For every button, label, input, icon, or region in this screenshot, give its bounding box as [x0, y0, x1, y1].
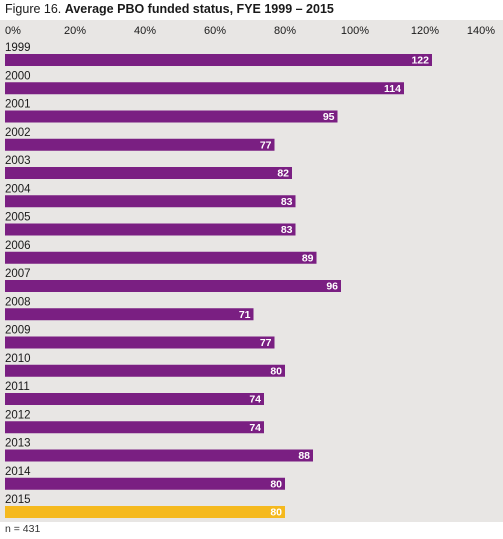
year-label: 2014 — [5, 466, 31, 478]
bar — [5, 336, 275, 349]
x-tick-label: 120% — [411, 25, 439, 37]
data-label: 114 — [384, 83, 401, 95]
chart-title: Figure 16. Average PBO funded status, FY… — [5, 2, 334, 16]
data-label: 80 — [270, 478, 282, 490]
year-label: 2012 — [5, 409, 31, 421]
data-label: 77 — [260, 139, 272, 151]
data-label: 77 — [260, 337, 272, 349]
year-label: 2015 — [5, 494, 31, 506]
year-label: 2007 — [5, 268, 31, 280]
year-label: 1999 — [5, 42, 31, 54]
bar — [5, 477, 285, 490]
figure-number: Figure 16. — [5, 2, 62, 16]
data-label: 80 — [270, 365, 282, 377]
year-label: 2001 — [5, 99, 31, 111]
data-label: 96 — [326, 281, 338, 293]
bar — [5, 421, 264, 434]
x-tick-label: 100% — [341, 25, 369, 37]
bar — [5, 223, 296, 236]
year-label: 2008 — [5, 296, 31, 308]
x-tick-label: 0% — [5, 25, 21, 37]
year-label: 2011 — [5, 381, 30, 393]
bar — [5, 364, 285, 377]
data-label: 71 — [239, 309, 251, 321]
bar — [5, 110, 338, 123]
data-label: 88 — [298, 450, 310, 462]
data-label: 82 — [277, 168, 289, 180]
x-tick-label: 20% — [64, 25, 86, 37]
year-label: 2013 — [5, 438, 31, 450]
data-label: 122 — [411, 55, 429, 67]
chart-background — [0, 20, 503, 522]
data-label: 80 — [270, 507, 282, 519]
bar — [5, 449, 313, 462]
year-label: 2000 — [5, 70, 31, 82]
data-label: 83 — [281, 224, 293, 236]
year-label: 2010 — [5, 353, 31, 365]
bar — [5, 251, 317, 264]
year-label: 2004 — [5, 183, 31, 195]
data-label: 95 — [323, 111, 335, 123]
bar — [5, 393, 264, 405]
data-label: 89 — [302, 252, 314, 264]
bar-chart: 0% 20% 40% 60% 80% 100% 120% 140% 1999 122 2000 114… — [5, 25, 495, 519]
x-tick-label: 60% — [204, 25, 226, 37]
bar — [5, 138, 275, 151]
year-label: 2003 — [5, 155, 31, 167]
bar — [5, 82, 404, 95]
x-tick-label: 40% — [134, 25, 156, 37]
highlighted-bar — [5, 506, 285, 518]
year-label: 2002 — [5, 127, 31, 139]
data-label: 74 — [249, 394, 261, 406]
year-label: 2005 — [5, 212, 31, 224]
year-label: 2006 — [5, 240, 31, 252]
bar — [5, 167, 292, 179]
data-label: 74 — [249, 422, 261, 434]
x-tick-label: 80% — [274, 25, 296, 37]
figure-title: Average PBO funded status, FYE 1999 – 20… — [64, 2, 334, 16]
bar — [5, 195, 296, 208]
bar — [5, 280, 341, 292]
x-tick-label: 140% — [467, 25, 495, 37]
year-label: 2009 — [5, 325, 31, 337]
bar — [5, 54, 432, 66]
sample-size-note: n = 431 — [5, 523, 41, 535]
bar — [5, 308, 254, 321]
data-label: 83 — [281, 196, 293, 208]
